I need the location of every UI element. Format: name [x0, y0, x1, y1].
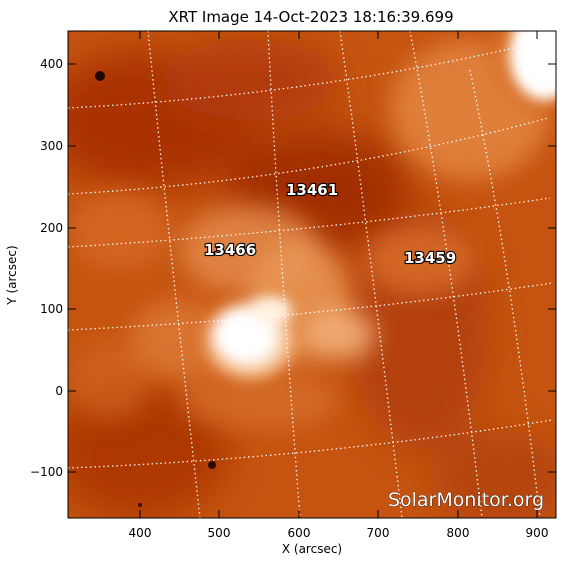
- x-tick-label: 700: [367, 526, 390, 540]
- dark-speck: [208, 461, 216, 469]
- x-tick-label: 800: [447, 526, 470, 540]
- y-tick-label: 100: [40, 302, 63, 316]
- x-tick-label: 600: [288, 526, 311, 540]
- y-tick-label: 400: [40, 57, 63, 71]
- x-axis-label: X (arcsec): [282, 542, 342, 556]
- y-axis: 400 300 200 100 0 −100: [30, 57, 556, 479]
- x-tick-label: 500: [208, 526, 231, 540]
- region-label-13466: 13466: [204, 241, 256, 259]
- chart-title: XRT Image 14-Oct-2023 18:16:39.699: [168, 8, 453, 26]
- dark-speck: [138, 503, 142, 507]
- y-tick-label: 0: [55, 384, 63, 398]
- x-axis: 400 500 600 700 800 900: [129, 31, 549, 540]
- region-label-13459: 13459: [404, 249, 456, 267]
- x-tick-label: 400: [129, 526, 152, 540]
- y-axis-label: Y (arcsec): [5, 245, 19, 305]
- x-tick-label: 900: [526, 526, 549, 540]
- region-label-13461: 13461: [286, 181, 338, 199]
- plot-frame: [67, 30, 557, 519]
- dark-speck: [95, 71, 105, 81]
- heliographic-grid: [68, 31, 553, 518]
- watermark: SolarMonitor.org: [388, 489, 544, 511]
- y-tick-label: 300: [40, 139, 63, 153]
- y-tick-label: −100: [30, 465, 63, 479]
- solar-image: [68, 31, 556, 518]
- y-tick-label: 200: [40, 221, 63, 235]
